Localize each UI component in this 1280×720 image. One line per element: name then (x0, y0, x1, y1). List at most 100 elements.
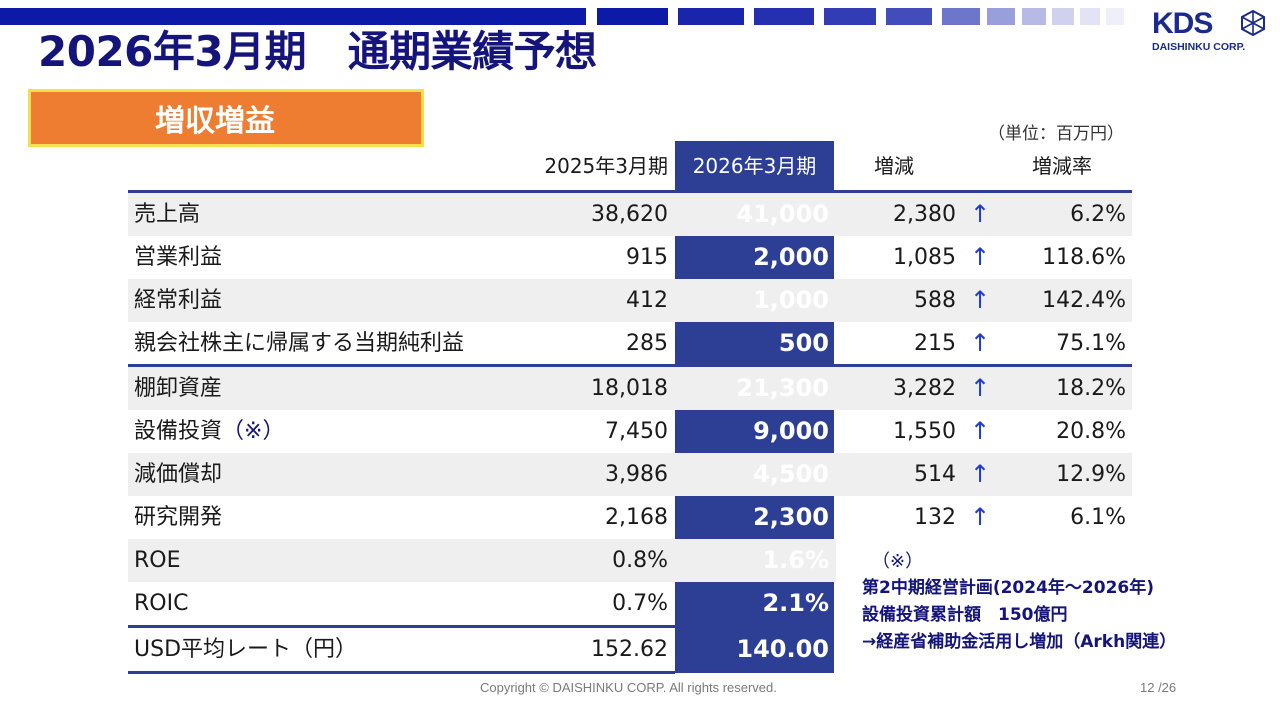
top-decorative-bar (0, 8, 1135, 25)
logo-subtitle: DAISHINKU CORP. (1152, 41, 1246, 53)
change-rate: 6.2% (1070, 202, 1126, 227)
change-value: 132 (914, 505, 956, 530)
row-label-text: 設備投資 (134, 419, 223, 444)
forecast-cell: 1,000 (128, 279, 836, 322)
forecast-value: 21,300 (736, 374, 829, 402)
bar-segment (0, 8, 586, 25)
footnote-mark: （※） (222, 419, 285, 444)
note-line: →経産省補助金活用し増加（Arkh関連） (862, 632, 1177, 652)
table-row: 売上高 38,620 2,380 ↑ 6.2% (128, 193, 1132, 236)
table-row: 経常利益 412 588 ↑ 142.4% (128, 279, 1132, 322)
table-rule (128, 364, 675, 367)
up-arrow-icon: ↑ (969, 243, 991, 271)
change-value: 514 (914, 462, 956, 487)
up-arrow-icon: ↑ (969, 329, 991, 357)
forecast-value: 1.6% (762, 546, 829, 574)
prev-value: 152.62 (591, 637, 668, 662)
change-rate: 75.1% (1056, 331, 1126, 356)
forecast-cell: 4,500 (128, 453, 836, 496)
note-line: 設備投資累計額 150億円 (862, 605, 1068, 625)
up-arrow-icon: ↑ (969, 460, 991, 488)
bar-segment (1052, 8, 1074, 25)
row-label: 棚卸資産 (134, 376, 223, 401)
prev-value: 915 (626, 245, 668, 270)
table-rule (834, 364, 1132, 367)
row-label: ROE (134, 548, 181, 573)
logo-wordmark: KDS (1152, 7, 1213, 40)
change-value: 215 (914, 331, 956, 356)
copyright: Copyright © DAISHINKU CORP. All rights r… (480, 680, 777, 695)
prev-value: 285 (626, 331, 668, 356)
forecast-cell: 41,000 (128, 193, 836, 236)
row-label: 経常利益 (134, 288, 223, 313)
change-value: 2,380 (893, 202, 956, 227)
note-mark: （※） (872, 551, 924, 572)
change-rate: 118.6% (1042, 245, 1126, 270)
bar-segment (754, 8, 814, 25)
prev-value: 0.8% (612, 548, 668, 573)
table-rule (834, 190, 1132, 193)
change-rate: 6.1% (1070, 505, 1126, 530)
logo-hexagon-icon (1241, 10, 1265, 36)
page-number: 12 /26 (1140, 680, 1177, 695)
bar-segment (1022, 8, 1046, 25)
forecast-cell: 140.00 (128, 628, 836, 671)
row-label: USD平均レート（円） (134, 637, 358, 662)
table-rule (128, 625, 675, 628)
up-arrow-icon: ↑ (969, 200, 991, 228)
table-row: ROIC 0.7% (128, 582, 836, 625)
prev-value: 18,018 (591, 376, 668, 401)
prev-value: 3,986 (605, 462, 668, 487)
prev-value: 0.7% (612, 591, 668, 616)
forecast-value: 2.1% (762, 589, 829, 617)
row-label: 設備投資（※） (134, 410, 284, 453)
bar-segment (1080, 8, 1100, 25)
footer: Copyright © DAISHINKU CORP. All rights r… (0, 676, 1280, 700)
forecast-value: 500 (778, 329, 829, 357)
change-value: 1,550 (893, 419, 956, 444)
table-row: 営業利益 915 1,085 ↑ 118.6% (128, 236, 1132, 279)
change-rate: 20.8% (1056, 419, 1126, 444)
change-rate: 12.9% (1056, 462, 1126, 487)
change-rate: 18.2% (1056, 376, 1126, 401)
forecast-cell: 2,300 (128, 496, 836, 539)
forecast-cell: 2,000 (128, 236, 836, 279)
company-logo: KDS DAISHINKU CORP. (1152, 8, 1268, 54)
bar-segment (678, 8, 744, 25)
row-label: ROIC (134, 591, 189, 616)
page-title: 2026年3月期 通期業績予想 (38, 27, 597, 76)
forecast-value: 140.00 (736, 635, 829, 663)
row-label: 売上高 (134, 202, 201, 227)
forecast-cell: 1.6% (128, 539, 836, 582)
note-line: 第2中期経営計画(2024年～2026年) (862, 578, 1154, 598)
change-value: 1,085 (893, 245, 956, 270)
forecast-value: 1,000 (753, 286, 829, 314)
table-row: 親会社株主に帰属する当期純利益 285 215 ↑ 75.1% (128, 322, 1132, 365)
prev-value: 2,168 (605, 505, 668, 530)
change-rate: 142.4% (1042, 288, 1126, 313)
forecast-value: 2,300 (753, 503, 829, 531)
forecast-value: 9,000 (753, 417, 829, 445)
bar-segment (1106, 8, 1124, 25)
table-row: 減価償却 3,986 514 ↑ 12.9% (128, 453, 1132, 496)
row-label: 営業利益 (134, 245, 223, 270)
prev-value: 412 (626, 288, 668, 313)
bar-segment (597, 8, 668, 25)
table-row: USD平均レート（円） 152.62 (128, 628, 836, 671)
up-arrow-icon: ↑ (969, 286, 991, 314)
up-arrow-icon: ↑ (969, 374, 991, 402)
badge-label: 増収増益 (155, 104, 275, 139)
bar-segment (987, 8, 1015, 25)
table-rule (128, 190, 675, 193)
forecast-cell: 500 (128, 322, 836, 365)
forecast-cell: 21,300 (128, 367, 836, 410)
badge-body: 増収増益 (31, 92, 421, 144)
row-label: 研究開発 (134, 505, 223, 530)
change-value: 588 (914, 288, 956, 313)
table-row: 研究開発 2,168 132 ↑ 6.1% (128, 496, 1132, 539)
forecast-cell: 2.1% (128, 582, 836, 625)
row-label: 減価償却 (134, 462, 223, 487)
forecast-value: 41,000 (736, 200, 829, 228)
prev-value: 38,620 (591, 202, 668, 227)
bar-segment (886, 8, 932, 25)
